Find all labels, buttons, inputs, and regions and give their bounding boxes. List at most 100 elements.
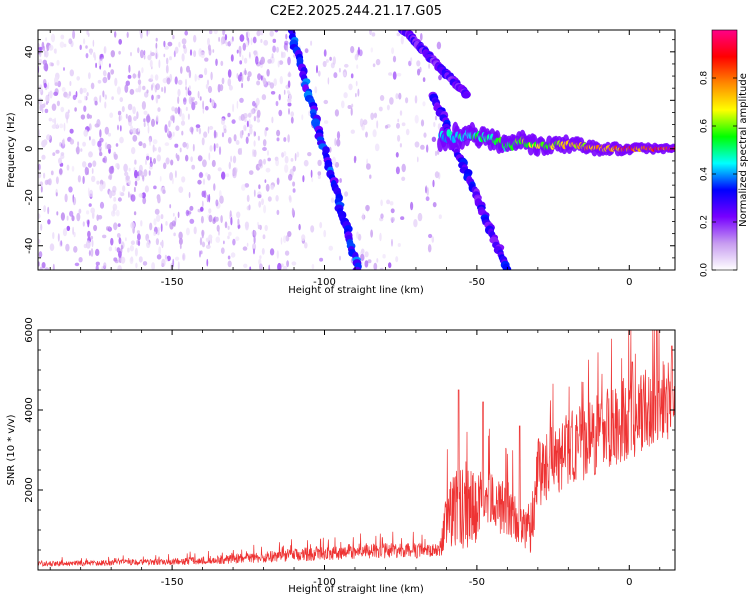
x-tick-label: -150 bbox=[161, 277, 184, 288]
noise-speckle bbox=[186, 65, 190, 73]
noise-speckle bbox=[366, 163, 371, 170]
noise-speckle bbox=[103, 262, 107, 269]
colorbar-gradient bbox=[711, 29, 738, 271]
noise-speckle bbox=[84, 95, 87, 101]
noise-speckle bbox=[215, 58, 218, 66]
noise-speckle bbox=[417, 156, 419, 163]
noise-speckle bbox=[213, 183, 216, 191]
noise-speckle bbox=[43, 82, 47, 89]
noise-speckle bbox=[265, 167, 271, 173]
noise-speckle bbox=[257, 224, 261, 230]
noise-speckle bbox=[219, 195, 224, 204]
noise-speckle bbox=[119, 97, 124, 103]
noise-speckle bbox=[87, 32, 90, 37]
noise-speckle bbox=[137, 128, 140, 132]
noise-speckle bbox=[386, 104, 390, 111]
colorbar-label: Normalized spectral amplitude bbox=[738, 73, 749, 227]
noise-speckle bbox=[142, 175, 145, 182]
noise-speckle bbox=[174, 143, 179, 148]
noise-speckle bbox=[90, 248, 94, 257]
noise-speckle bbox=[62, 228, 68, 237]
noise-speckle bbox=[176, 154, 180, 162]
noise-speckle bbox=[149, 59, 153, 68]
noise-speckle bbox=[57, 233, 60, 242]
noise-speckle bbox=[40, 185, 43, 193]
noise-speckle bbox=[66, 164, 70, 171]
noise-speckle bbox=[41, 140, 46, 148]
noise-speckle bbox=[77, 175, 81, 183]
noise-speckle bbox=[45, 94, 50, 103]
noise-speckle bbox=[431, 136, 437, 142]
noise-speckle bbox=[53, 91, 59, 97]
noise-speckle bbox=[376, 120, 379, 129]
noise-speckle bbox=[332, 156, 336, 166]
noise-speckle bbox=[65, 93, 71, 99]
noise-speckle bbox=[204, 67, 208, 76]
noise-speckle bbox=[116, 233, 121, 238]
noise-speckle bbox=[155, 42, 158, 49]
noise-speckle bbox=[350, 73, 354, 79]
noise-speckle bbox=[78, 257, 83, 263]
noise-speckle bbox=[298, 223, 301, 231]
colorbar-ticks: 0.0 0.2 0.4 0.6 0.8 bbox=[700, 71, 737, 278]
noise-speckle bbox=[228, 85, 233, 91]
noise-speckle bbox=[143, 54, 146, 60]
noise-speckle bbox=[95, 248, 100, 256]
noise-speckle bbox=[233, 134, 237, 142]
noise-speckle bbox=[401, 122, 406, 127]
noise-speckle bbox=[91, 138, 96, 147]
noise-speckle bbox=[111, 210, 116, 217]
noise-speckle bbox=[323, 120, 329, 124]
noise-speckle bbox=[410, 57, 413, 63]
noise-speckle bbox=[99, 129, 102, 138]
noise-speckle bbox=[318, 70, 321, 77]
noise-speckle bbox=[140, 220, 143, 227]
noise-speckle bbox=[263, 158, 266, 165]
noise-speckle bbox=[116, 86, 121, 95]
y-tick-label: 2000 bbox=[24, 477, 35, 502]
noise-speckle bbox=[247, 112, 252, 118]
noise-speckle bbox=[128, 64, 131, 73]
colorbar-tick-label: 0.0 bbox=[700, 263, 710, 278]
noise-speckle bbox=[230, 155, 233, 163]
noise-speckle bbox=[110, 237, 114, 246]
noise-speckle bbox=[437, 123, 441, 130]
snr-series-line bbox=[38, 330, 675, 567]
noise-speckle bbox=[145, 115, 151, 123]
noise-speckle bbox=[97, 79, 102, 84]
noise-speckle bbox=[110, 69, 115, 75]
noise-speckle bbox=[129, 245, 134, 252]
noise-speckle bbox=[178, 237, 183, 245]
noise-speckle bbox=[82, 161, 87, 168]
noise-speckle bbox=[217, 167, 222, 172]
noise-speckle bbox=[142, 197, 147, 205]
noise-speckle bbox=[162, 77, 168, 84]
noise-speckle bbox=[92, 39, 95, 47]
noise-speckle bbox=[208, 234, 213, 240]
noise-speckle bbox=[288, 71, 291, 77]
noise-speckle bbox=[227, 137, 232, 144]
noise-speckle bbox=[236, 49, 239, 54]
noise-speckle bbox=[71, 165, 75, 172]
noise-speckle bbox=[432, 179, 435, 188]
noise-speckle bbox=[246, 242, 249, 247]
noise-speckle bbox=[79, 44, 82, 50]
noise-speckle bbox=[125, 80, 130, 86]
noise-speckle bbox=[39, 266, 43, 270]
noise-speckle bbox=[145, 159, 147, 166]
noise-speckle bbox=[73, 231, 76, 238]
noise-speckle bbox=[88, 250, 91, 257]
noise-speckle bbox=[48, 44, 54, 51]
noise-speckle bbox=[198, 48, 202, 57]
noise-speckle bbox=[155, 83, 160, 91]
noise-speckle bbox=[272, 45, 276, 53]
noise-speckle bbox=[370, 229, 373, 238]
noise-speckle bbox=[108, 246, 113, 252]
noise-speckle bbox=[99, 137, 104, 143]
noise-speckle bbox=[96, 119, 101, 128]
noise-speckle bbox=[151, 262, 155, 270]
noise-speckle bbox=[90, 82, 95, 90]
snr-x-axis-label: Height of straight line (km) bbox=[288, 584, 424, 595]
noise-speckle bbox=[222, 30, 225, 36]
noise-speckle bbox=[265, 183, 270, 192]
